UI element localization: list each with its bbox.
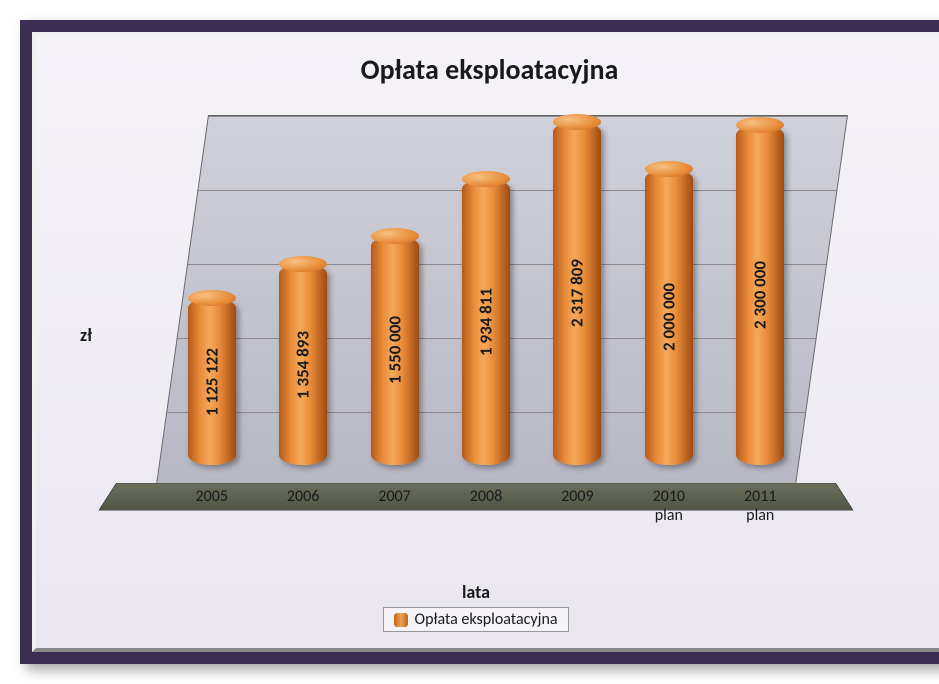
bar-slot: 1 354 893 <box>273 264 333 465</box>
chart-outer-frame: Opłata eksploatacyjna zł 0500 0001 000 0… <box>20 20 939 664</box>
bar-slot: 1 550 000 <box>365 236 425 465</box>
bar-slot: 2 317 809 <box>547 122 607 465</box>
bar-slot: 1 934 811 <box>456 179 516 465</box>
chart-body: zł 0500 0001 000 0001 500 0002 000 0002 … <box>56 95 923 575</box>
x-tick-label: 2010plan <box>639 487 699 525</box>
x-tick-label: 2009 <box>547 487 607 525</box>
x-tick-label: 2007 <box>365 487 425 525</box>
bar-slot: 1 125 122 <box>182 298 242 465</box>
bar-value-label: 2 300 000 <box>750 261 771 329</box>
x-axis-title: lata <box>116 581 836 603</box>
bar-value-label: 2 317 809 <box>567 259 588 327</box>
bar-value-label: 1 550 000 <box>384 316 405 384</box>
chart-title: Opłata eksploatacyjna <box>56 52 923 87</box>
legend-label: Opłata eksploatacyjna <box>414 610 557 629</box>
chart-inner-frame: Opłata eksploatacyjna zł 0500 0001 000 0… <box>32 32 939 652</box>
x-tick-label: 2008 <box>456 487 516 525</box>
bar-value-label: 1 125 122 <box>201 348 222 416</box>
legend-item: Opłata eksploatacyjna <box>383 607 568 632</box>
plot-area: 0500 0001 000 0001 500 0002 000 0002 500… <box>116 115 923 535</box>
bar-value-label: 2 000 000 <box>658 283 679 351</box>
bar-value-label: 1 354 893 <box>293 331 314 399</box>
bar-cylinder: 1 550 000 <box>371 236 419 465</box>
bar-cylinder: 1 354 893 <box>279 264 327 465</box>
bar-cylinder: 2 317 809 <box>553 122 601 465</box>
bar-cylinder: 2 300 000 <box>736 125 784 465</box>
bar-value-label: 1 934 811 <box>475 288 496 356</box>
x-axis-labels: 2005 2006 2007 2008 2009 2010plan 2011plan <box>166 487 806 525</box>
bar-cylinder: 1 934 811 <box>462 179 510 465</box>
x-tick-label: 2006 <box>273 487 333 525</box>
y-axis-label: zł <box>80 324 92 346</box>
y-axis-ticks: 0500 0001 000 0001 500 0002 000 0002 500… <box>933 115 939 485</box>
legend: Opłata eksploatacyjna <box>116 607 836 632</box>
legend-swatch-icon <box>394 613 408 627</box>
bar-slot: 2 000 000 <box>639 169 699 465</box>
bar-slot: 2 300 000 <box>730 125 790 465</box>
x-tick-label: 2005 <box>182 487 242 525</box>
bars-container: 1 125 122 1 354 893 1 550 000 1 934 811 2 31… <box>166 95 806 465</box>
bar-cylinder: 1 125 122 <box>188 298 236 465</box>
bar-cylinder: 2 000 000 <box>645 169 693 465</box>
x-tick-label: 2011plan <box>730 487 790 525</box>
